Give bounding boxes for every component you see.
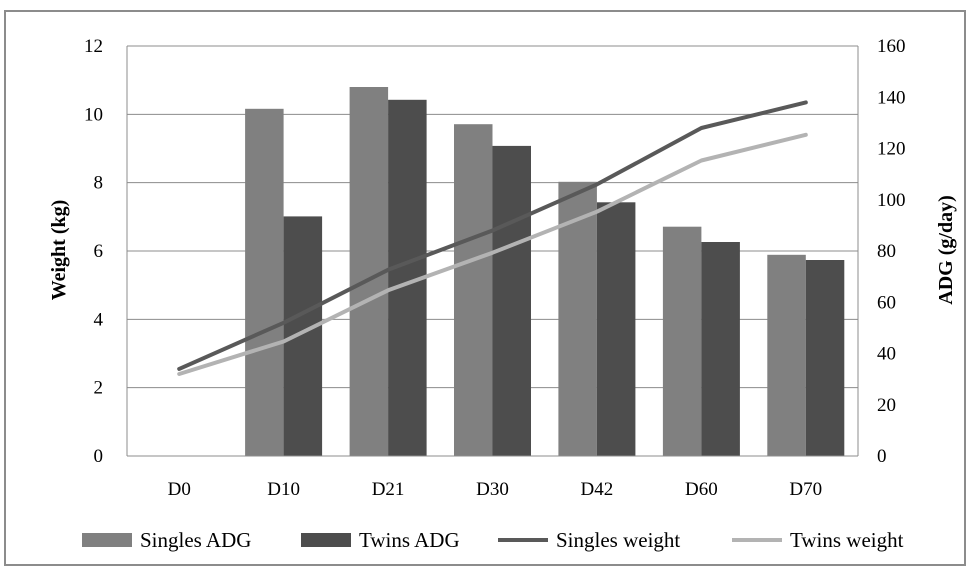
left-tick-label: 12 — [84, 36, 103, 57]
right-tick-label: 0 — [877, 446, 887, 467]
category-label: D30 — [476, 479, 509, 500]
singles-adg-bar — [558, 181, 597, 457]
left-tick-label: 10 — [84, 104, 103, 125]
right-axis-title: ADG (g/day) — [935, 195, 957, 304]
category-label: D10 — [267, 479, 300, 500]
left-tick-label: 6 — [94, 241, 104, 262]
singles-adg-legend-label: Singles ADG — [140, 528, 251, 552]
twins-weight-legend-label: Twins weight — [790, 528, 904, 552]
right-tick-label: 20 — [877, 395, 896, 416]
left-tick-label: 0 — [94, 446, 104, 467]
category-label: D0 — [168, 479, 191, 500]
twins-adg-bar — [283, 216, 323, 456]
left-tick-label: 8 — [94, 173, 104, 194]
right-tick-label: 120 — [877, 139, 906, 160]
right-tick-label: 40 — [877, 344, 896, 365]
twins-adg-legend-label: Twins ADG — [359, 528, 460, 552]
singles-adg-bar — [245, 108, 284, 457]
right-tick-label: 140 — [877, 87, 906, 108]
singles-weight-line — [177, 100, 808, 371]
left-tick-label: 4 — [94, 309, 104, 330]
right-tick-label: 80 — [877, 241, 896, 262]
category-label: D70 — [789, 479, 822, 500]
twins-adg-bar — [596, 202, 636, 456]
category-label: D42 — [581, 479, 614, 500]
category-label: D21 — [372, 479, 405, 500]
right-tick-label: 160 — [877, 36, 906, 57]
left-axis-title: Weight (kg) — [48, 200, 70, 301]
twins-adg-bar — [805, 260, 845, 456]
singles-adg-legend-swatch — [82, 533, 132, 547]
singles-adg-bar — [662, 226, 702, 456]
category-label: D60 — [685, 479, 718, 500]
twins-weight-line — [177, 132, 808, 376]
right-tick-label: 100 — [877, 190, 906, 211]
singles-adg-bar — [454, 124, 493, 456]
left-tick-label: 2 — [94, 378, 104, 399]
singles-adg-bar — [767, 254, 806, 456]
right-tick-label: 60 — [877, 292, 896, 313]
twins-adg-bar — [492, 145, 531, 456]
twins-adg-bar — [701, 242, 740, 456]
twins-adg-legend-swatch — [301, 533, 351, 547]
singles-weight-legend-label: Singles weight — [556, 528, 680, 552]
